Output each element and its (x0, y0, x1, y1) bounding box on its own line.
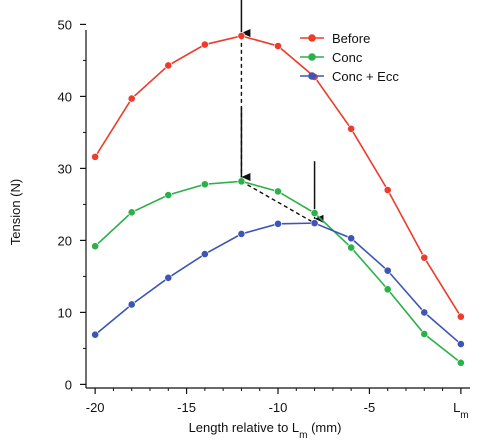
series-conc (91, 177, 465, 367)
data-point (200, 250, 209, 258)
y-tick-label: 20 (58, 233, 72, 248)
y-tick-label: 50 (58, 17, 72, 32)
y-tick-label: 10 (58, 305, 72, 320)
data-point (164, 61, 173, 70)
legend-label: Conc + Ecc (332, 69, 399, 84)
data-point (456, 358, 465, 367)
series-line (94, 35, 462, 318)
x-axis-title-main: Length relative to L (189, 420, 300, 435)
series-line (94, 180, 462, 364)
y-axis-title: Tension (N) (8, 179, 23, 245)
data-point (420, 308, 429, 317)
data-point (383, 285, 392, 294)
legend: Before Conc Conc + Ecc (300, 31, 399, 84)
data-point (383, 186, 392, 194)
x-tick-label: -20 (86, 400, 105, 415)
data-point (383, 266, 392, 275)
x-tick-label: -10 (269, 400, 288, 415)
data-point (164, 273, 173, 282)
series-layer (91, 32, 465, 367)
series-conc-ecc (91, 219, 465, 348)
series-before (91, 32, 465, 321)
data-point (127, 208, 136, 217)
dashed-connector (241, 180, 315, 224)
x-axis-title-sub: m (299, 430, 307, 440)
x-axis-title-suffix: (mm) (307, 420, 341, 435)
legend-label: Conc (332, 50, 363, 65)
data-point (310, 219, 319, 228)
data-point (91, 242, 100, 251)
x-tick-label: Lm (453, 400, 469, 421)
data-point (310, 209, 319, 217)
data-point (237, 230, 246, 238)
legend-swatch-marker (308, 53, 316, 61)
data-point (347, 234, 356, 243)
data-point (164, 191, 173, 199)
x-tick-label: -5 (364, 400, 376, 415)
data-point (456, 312, 465, 321)
data-point (127, 300, 136, 309)
y-tick-label: 0 (65, 377, 72, 392)
legend-label: Before (332, 31, 370, 46)
data-point (274, 219, 282, 228)
legend-swatch-marker (308, 72, 316, 80)
y-tick-label: 30 (58, 161, 72, 176)
data-point (274, 187, 282, 196)
data-point (237, 177, 246, 186)
data-point (200, 180, 209, 189)
data-point (420, 253, 429, 262)
data-point (91, 330, 100, 339)
legend-item: Before (300, 31, 370, 46)
data-point (127, 94, 136, 103)
series-line (94, 222, 462, 345)
x-tick-label-sub: m (460, 410, 468, 421)
data-point (456, 340, 465, 348)
data-point (347, 243, 356, 252)
legend-item: Conc (300, 50, 363, 65)
x-axis-title: Length relative to Lm (mm) (189, 420, 342, 440)
data-point (237, 32, 246, 40)
data-point (91, 152, 100, 161)
x-tick-label: -15 (177, 400, 196, 415)
legend-swatch-marker (308, 34, 316, 42)
y-tick-label: 40 (58, 89, 72, 104)
data-point (274, 42, 282, 50)
data-point (200, 40, 209, 49)
data-point (347, 124, 356, 133)
data-point (420, 330, 429, 338)
legend-item: Conc + Ecc (300, 69, 399, 84)
axes: 0 10 20 30 40 50 -20 -15 -10 -5 Lm (58, 17, 470, 421)
